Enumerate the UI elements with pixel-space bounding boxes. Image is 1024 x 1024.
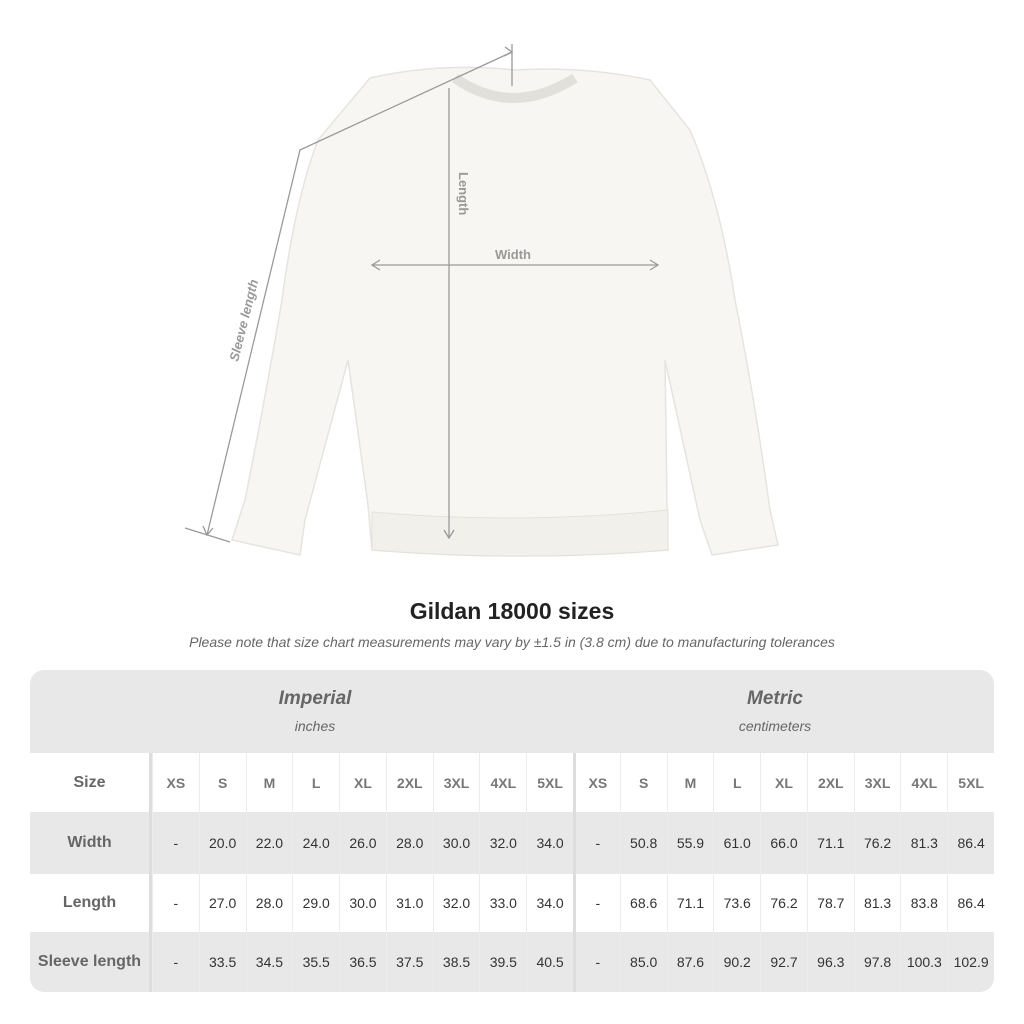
metric-cell: 100.3 xyxy=(900,932,947,992)
row-label: Size xyxy=(30,753,152,812)
metric-cell: 87.6 xyxy=(666,932,714,992)
imperial-cell: 27.0 xyxy=(198,874,246,932)
length-label: Length xyxy=(456,172,471,215)
imperial-subtitle: inches xyxy=(294,718,336,734)
metric-cell: 97.8 xyxy=(853,932,901,992)
imperial-cell: 5XL xyxy=(526,753,573,812)
imperial-heading: Imperial inches xyxy=(165,688,465,734)
table-row: Length -27.0 28.0 29.0 30.0 31.0 32.0 33.0 34.0-… xyxy=(30,874,994,932)
metric-cell: 3XL xyxy=(853,753,901,812)
imperial-cell: XS xyxy=(151,753,199,812)
row-label: Length xyxy=(30,874,152,932)
imperial-cell: 34.0 xyxy=(526,874,573,932)
metric-cell: 102.9 xyxy=(947,932,994,992)
metric-cell: 86.4 xyxy=(947,874,994,932)
imperial-cell: S xyxy=(198,753,246,812)
width-label: Width xyxy=(495,247,531,262)
metric-cell: XS xyxy=(572,753,620,812)
sweatshirt-image xyxy=(231,66,779,557)
imperial-cell: 32.0 xyxy=(479,812,526,874)
metric-cell: 55.9 xyxy=(666,812,714,874)
imperial-cell: 31.0 xyxy=(385,874,433,932)
imperial-cell: 36.5 xyxy=(339,932,386,992)
metric-cell: 66.0 xyxy=(760,812,807,874)
chart-title: Gildan 18000 sizes xyxy=(409,598,615,624)
imperial-cell: 22.0 xyxy=(245,812,293,874)
metric-cell: 76.2 xyxy=(760,874,807,932)
metric-cell: 90.2 xyxy=(713,932,760,992)
sleeve-length-label: Sleeve length xyxy=(226,278,261,363)
imperial-cell: 2XL xyxy=(385,753,433,812)
size-table: Imperial inches Metric centimeters Size X… xyxy=(30,670,994,992)
metric-cell: S xyxy=(619,753,667,812)
metric-cell: 81.3 xyxy=(853,874,901,932)
imperial-cell: 28.0 xyxy=(245,874,293,932)
metric-cell: 5XL xyxy=(947,753,994,812)
metric-title: Metric xyxy=(747,688,803,709)
imperial-title: Imperial xyxy=(278,688,352,709)
metric-cell: XL xyxy=(760,753,807,812)
row-label: Sleeve length xyxy=(30,932,152,992)
imperial-cell: XL xyxy=(339,753,386,812)
metric-cell: 2XL xyxy=(806,753,854,812)
row-label: Width xyxy=(30,812,152,874)
imperial-cell: 29.0 xyxy=(292,874,339,932)
imperial-cell: 40.5 xyxy=(526,932,573,992)
imperial-cell: 30.0 xyxy=(339,874,386,932)
imperial-cell: 4XL xyxy=(479,753,526,812)
imperial-cell: 32.0 xyxy=(432,874,480,932)
metric-cell: 61.0 xyxy=(713,812,760,874)
imperial-cell: 30.0 xyxy=(432,812,480,874)
metric-cell: 50.8 xyxy=(619,812,667,874)
metric-cell: 85.0 xyxy=(619,932,667,992)
imperial-cell: 33.5 xyxy=(198,932,246,992)
metric-cell: 4XL xyxy=(900,753,947,812)
metric-cell: 96.3 xyxy=(806,932,854,992)
imperial-cell: 28.0 xyxy=(385,812,433,874)
units-band: Imperial inches Metric centimeters xyxy=(30,670,994,753)
imperial-cell: 26.0 xyxy=(339,812,386,874)
imperial-cell: 38.5 xyxy=(432,932,480,992)
imperial-cell: L xyxy=(292,753,339,812)
metric-cell: 78.7 xyxy=(806,874,854,932)
imperial-cell: 34.5 xyxy=(245,932,293,992)
metric-cell: - xyxy=(572,932,620,992)
table-row: Sleeve length -33.5 34.5 35.5 36.5 37.5 38.5 39… xyxy=(30,932,994,992)
imperial-cell: 3XL xyxy=(432,753,480,812)
imperial-cell: 39.5 xyxy=(479,932,526,992)
header-row: Size XS S M L XL 2XL 3XL 4XL 5XL XS S M L XL 2XL 3XL 4XL 5… xyxy=(30,753,994,812)
sleeve-arrow xyxy=(206,44,513,536)
metric-cell: - xyxy=(572,812,620,874)
measurement-lines xyxy=(184,44,660,543)
imperial-cell: - xyxy=(151,932,199,992)
metric-cell: 76.2 xyxy=(853,812,901,874)
metric-heading: Metric centimeters xyxy=(625,688,925,734)
metric-cell: 71.1 xyxy=(806,812,854,874)
imperial-cell: - xyxy=(151,812,199,874)
metric-cell: 71.1 xyxy=(666,874,714,932)
metric-cell: M xyxy=(666,753,714,812)
metric-cell: 92.7 xyxy=(760,932,807,992)
imperial-cell: 24.0 xyxy=(292,812,339,874)
metric-cell: - xyxy=(572,874,620,932)
imperial-cell: 33.0 xyxy=(479,874,526,932)
imperial-cell: 20.0 xyxy=(198,812,246,874)
table-row: Width -20.0 22.0 24.0 26.0 28.0 30.0 32.0 34.0-5… xyxy=(30,812,994,874)
imperial-cell: 34.0 xyxy=(526,812,573,874)
imperial-cell: 37.5 xyxy=(385,932,433,992)
imperial-cell: 35.5 xyxy=(292,932,339,992)
imperial-cell: - xyxy=(151,874,199,932)
imperial-cell: M xyxy=(245,753,293,812)
metric-cell: 73.6 xyxy=(713,874,760,932)
metric-cell: 83.8 xyxy=(900,874,947,932)
metric-cell: 86.4 xyxy=(947,812,994,874)
tolerance-note: Please note that size chart measurements… xyxy=(189,634,835,650)
metric-cell: L xyxy=(713,753,760,812)
metric-subtitle: centimeters xyxy=(738,718,812,734)
metric-cell: 68.6 xyxy=(619,874,667,932)
metric-cell: 81.3 xyxy=(900,812,947,874)
sweatshirt-illustration: Width Length Sleeve length xyxy=(184,44,779,557)
